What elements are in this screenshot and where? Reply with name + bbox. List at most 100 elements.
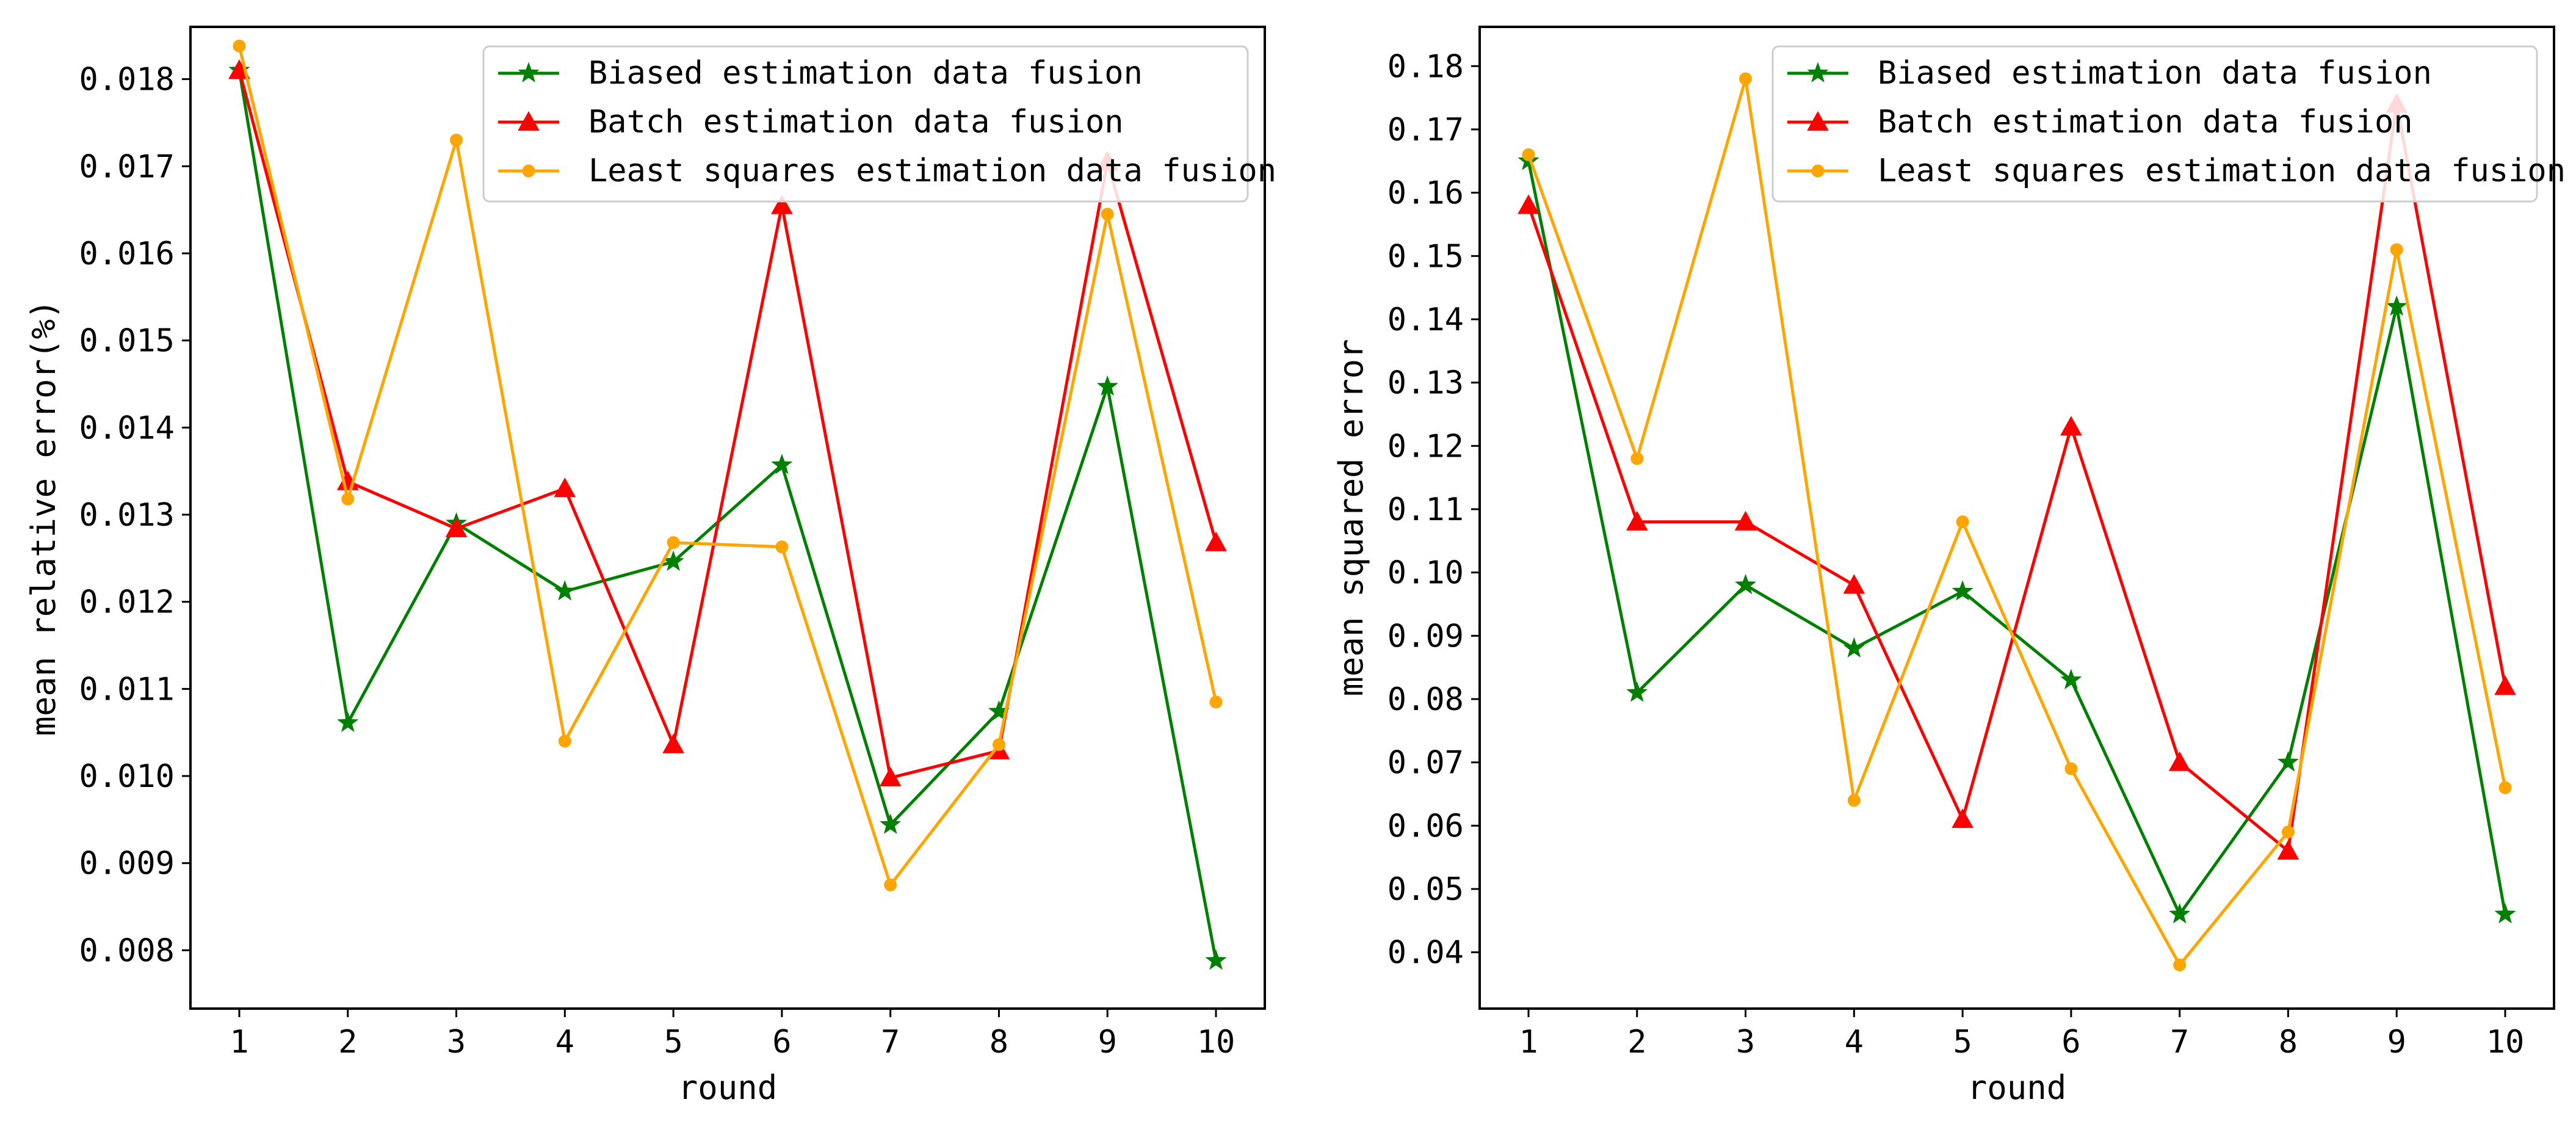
- x-axis-label-left: round: [678, 1068, 778, 1107]
- data-point-star: [1952, 580, 1974, 601]
- y-tick-label: 0.009: [79, 846, 175, 882]
- y-tick-label: 0.14: [1387, 302, 1464, 338]
- data-point-triangle: [1518, 194, 1539, 214]
- data-point-star: [1205, 949, 1227, 970]
- series-line: [1527, 103, 2507, 853]
- data-point-star: [1626, 681, 1648, 702]
- x-tick-label: 4: [1845, 1024, 1864, 1061]
- data-point-triangle: [662, 733, 684, 753]
- data-point-circle: [1847, 794, 1861, 807]
- legend-item: Least squares estimation data fusion: [1787, 153, 2566, 189]
- y-tick-label: 0.05: [1387, 871, 1464, 908]
- legend-left: Biased estimation data fusion Batch estim…: [482, 45, 1276, 203]
- x-tick-label: 7: [881, 1024, 900, 1061]
- data-point-triangle: [771, 194, 793, 214]
- data-point-star: [880, 813, 902, 834]
- data-point-circle: [2064, 762, 2078, 775]
- legend-marker-circle: [1811, 164, 1825, 178]
- data-point-circle: [775, 540, 789, 554]
- data-point-triangle: [879, 766, 902, 786]
- x-tick-label: 10: [2486, 1024, 2525, 1061]
- x-tick-label: 3: [1736, 1024, 1755, 1061]
- x-tick-label: 6: [2061, 1024, 2080, 1061]
- data-point-triangle: [554, 477, 576, 498]
- data-point-triangle: [445, 517, 468, 537]
- data-point-star: [2386, 295, 2408, 316]
- data-point-circle: [884, 878, 897, 891]
- data-point-circle: [1630, 452, 1644, 465]
- data-point-circle: [558, 734, 571, 748]
- y-tick-label: 0.17: [1387, 112, 1464, 148]
- plot-frame-right: [1478, 26, 2555, 1010]
- x-tick-label: 4: [555, 1024, 574, 1061]
- y-tick-label: 0.014: [79, 410, 175, 446]
- data-point-circle: [667, 536, 680, 549]
- data-point-star: [554, 580, 576, 601]
- legend-label: Least squares estimation data fusion: [588, 153, 1276, 189]
- y-tick-label: 0.12: [1387, 428, 1464, 465]
- data-point-circle: [1522, 148, 1535, 161]
- legend-marker-triangle: [1807, 111, 1829, 131]
- data-point-circle: [1956, 515, 1969, 529]
- legend-box-right: [1771, 45, 2538, 203]
- data-point-triangle: [1734, 510, 1757, 531]
- plot-frame-left: [189, 26, 1266, 1010]
- x-tick-label: 9: [1098, 1024, 1117, 1061]
- legend-item: Biased estimation data fusion: [498, 55, 1143, 92]
- data-point-circle: [2173, 958, 2187, 971]
- data-point-circle: [450, 133, 463, 147]
- legend-item: Batch estimation data fusion: [498, 104, 1124, 140]
- x-tick-label: 8: [990, 1024, 1008, 1061]
- legend-item: Batch estimation data fusion: [1787, 104, 2413, 140]
- y-tick-label: 0.15: [1387, 238, 1464, 275]
- y-tick-label: 0.10: [1387, 555, 1464, 592]
- data-point-circle: [2498, 781, 2512, 794]
- y-axis-label-left: mean relative error(%): [24, 299, 63, 736]
- data-point-circle: [2281, 825, 2295, 839]
- data-point-triangle: [2060, 416, 2082, 436]
- x-tick-label: 3: [447, 1024, 466, 1061]
- data-point-star: [2169, 903, 2191, 924]
- data-point-star: [2060, 669, 2082, 689]
- legend-marker-star: [518, 62, 540, 82]
- y-tick-label: 0.11: [1387, 491, 1464, 528]
- x-tick-label: 5: [1953, 1024, 1972, 1061]
- x-tick-label: 7: [2170, 1024, 2189, 1061]
- y-tick-label: 0.015: [79, 323, 175, 360]
- legend-label: Batch estimation data fusion: [588, 104, 1124, 140]
- data-point-triangle: [1205, 531, 1227, 551]
- data-point-triangle: [2277, 839, 2299, 860]
- data-point-star: [2494, 903, 2516, 924]
- series-line: [237, 70, 1218, 780]
- y-tick-label: 0.011: [79, 671, 175, 708]
- y-tick-label: 0.08: [1387, 681, 1464, 718]
- legend-right: Biased estimation data fusion Batch estim…: [1771, 45, 2566, 203]
- y-tick-label: 0.010: [79, 758, 175, 795]
- data-point-triangle: [2494, 675, 2516, 695]
- y-tick-label: 0.017: [79, 148, 175, 185]
- data-point-star: [771, 454, 793, 474]
- y-tick-label: 0.13: [1387, 365, 1464, 402]
- legend-marker-star: [1807, 62, 1829, 82]
- x-tick-label: 1: [230, 1024, 248, 1061]
- data-point-circle: [1209, 695, 1223, 709]
- data-point-star: [1096, 375, 1118, 396]
- y-tick-label: 0.18: [1387, 48, 1464, 85]
- legend-box-left: [482, 45, 1249, 203]
- data-point-triangle: [1843, 574, 1865, 594]
- x-tick-label: 1: [1519, 1024, 1538, 1061]
- data-point-circle: [2390, 243, 2403, 256]
- y-tick-label: 0.016: [79, 236, 175, 272]
- x-tick-label: 9: [2387, 1024, 2406, 1061]
- y-tick-label: 0.018: [79, 62, 175, 98]
- chart-left: 0.008 0.009 0.010 0.011 0.012 0.013 0.014 0.015…: [24, 26, 1276, 1107]
- y-tick-label: 0.013: [79, 497, 175, 534]
- series-line: [1527, 77, 2507, 966]
- legend-item: Biased estimation data fusion: [1787, 55, 2432, 92]
- data-point-circle: [1101, 208, 1114, 221]
- y-tick-label: 0.008: [79, 932, 175, 969]
- y-axis-label-right: mean squared error: [1332, 339, 1370, 696]
- x-tick-label: 5: [664, 1024, 682, 1061]
- series-line: [237, 45, 1218, 887]
- data-point-circle: [992, 738, 1005, 752]
